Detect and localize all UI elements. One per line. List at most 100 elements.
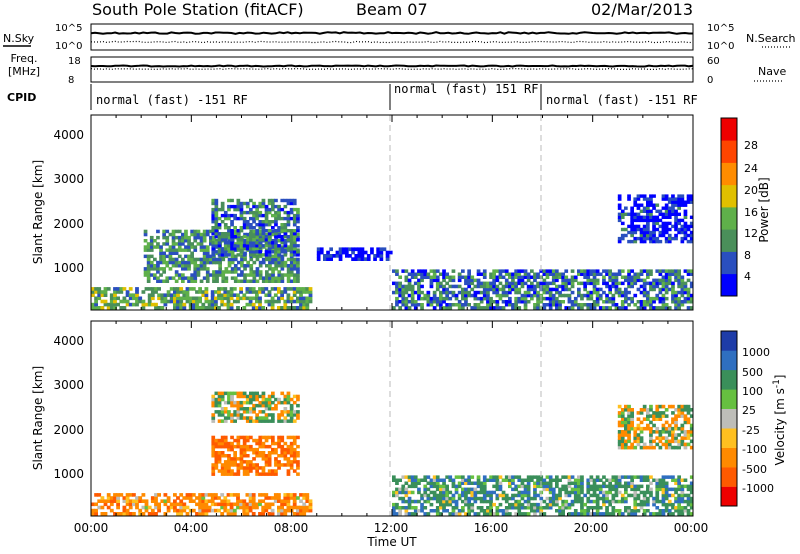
power-echo-cell (177, 229, 182, 234)
power-echo-cell (205, 251, 210, 255)
power-echo-cell (586, 281, 591, 286)
velocity-echo-cell (423, 512, 428, 516)
power-echo-cell (267, 244, 272, 248)
power-echo-cell (646, 221, 650, 226)
power-echo-cell (103, 293, 108, 297)
velocity-echo-cell (283, 400, 288, 405)
power-echo-cell (210, 293, 215, 297)
power-echo-cell (299, 306, 303, 310)
power-echo-cell (655, 278, 660, 283)
freq-tick-low: 8 (68, 75, 74, 86)
power-echo-cell (646, 206, 650, 210)
velocity-echo-cell (680, 414, 685, 418)
power-echo-cell (548, 296, 553, 301)
velocity-echo-cell (435, 487, 440, 492)
velocity-echo-cell (277, 463, 281, 467)
velocity-echo-cell (649, 490, 653, 495)
power-echo-cell (501, 306, 506, 310)
power-echo-cell (564, 287, 569, 292)
velocity-echo-cell (220, 438, 225, 443)
power-echo-cell (514, 287, 518, 292)
power-echo-cell (620, 215, 625, 219)
power-echo-cell (230, 204, 234, 209)
velocity-echo-cell (229, 512, 234, 516)
power-echo-cell (464, 290, 468, 295)
velocity-echo-cell (661, 442, 666, 447)
power-echo-cell (376, 250, 380, 255)
velocity-echo-cell (530, 478, 534, 482)
velocity-echo-cell (476, 478, 481, 482)
power-echo-cell (498, 275, 503, 279)
velocity-echo-cell (220, 413, 225, 417)
velocity-echo-cell (258, 419, 263, 423)
power-echo-cell (677, 306, 681, 310)
power-echo-cell (173, 296, 177, 301)
power-echo-cell (639, 300, 644, 304)
velocity-echo-cell (573, 512, 578, 516)
velocity-echo-cell (589, 493, 594, 498)
power-echo-cell (193, 264, 198, 268)
velocity-echo-cell (141, 493, 146, 497)
power-echo-cell (242, 235, 247, 239)
velocity-echo-cell (602, 512, 606, 516)
power-echo-cell (229, 293, 234, 297)
power-echo-cell (258, 250, 263, 254)
power-echo-cell (689, 284, 693, 289)
power-echo-cell (268, 267, 272, 271)
velocity-echo-cell (630, 411, 634, 415)
velocity-echo-cell (292, 447, 297, 452)
power-echo-cell (240, 260, 244, 265)
velocity-echo-cell (577, 493, 581, 498)
velocity-echo-cell (570, 475, 575, 479)
power-echo-cell (100, 293, 105, 297)
velocity-echo-cell (426, 487, 431, 492)
velocity-echo-cell (646, 423, 650, 428)
power-echo-cell (243, 239, 247, 243)
power-echo-cell (627, 272, 631, 276)
power-echo-cell (153, 267, 157, 271)
power-echo-cell (473, 296, 478, 301)
power-echo-cell (229, 296, 234, 301)
power-echo-cell (223, 247, 228, 251)
velocity-echo-cell (214, 496, 218, 500)
velocity-echo-cell (551, 493, 556, 498)
power-echo-cell (686, 296, 691, 301)
velocity-echo-cell (432, 481, 437, 485)
velocity-echo-cell (451, 499, 456, 504)
power-echo-cell (103, 287, 108, 291)
power-echo-cell (617, 281, 622, 286)
velocity-echo-cell (533, 509, 537, 513)
velocity-echo-cell (686, 411, 691, 415)
power-echo-cell (211, 213, 216, 218)
power-echo-cell (204, 290, 209, 294)
velocity-echo-cell (214, 463, 219, 467)
velocity-echo-cell (642, 502, 647, 507)
velocity-echo-cell (223, 438, 228, 443)
power-echo-cell (230, 244, 234, 248)
velocity-echo-cell (207, 508, 212, 513)
power-echo-cell (181, 264, 185, 268)
power-echo-cell (270, 306, 275, 310)
power-echo-cell (265, 276, 269, 280)
velocity-echo-cell (122, 508, 127, 513)
power-echo-cell (542, 281, 547, 286)
velocity-echo-cell (255, 413, 259, 417)
velocity-echo-cell (624, 487, 628, 492)
power-echo-cell (181, 248, 185, 252)
power-echo-cell (520, 275, 525, 279)
velocity-echo-cell (627, 433, 631, 437)
power-echo-cell (348, 247, 352, 252)
velocity-echo-cell (274, 407, 278, 411)
power-echo-cell (523, 290, 528, 295)
velocity-echo-cell (630, 493, 634, 498)
power-echo-cell (649, 272, 653, 276)
velocity-echo-cell (674, 426, 678, 431)
power-echo-cell (258, 276, 263, 280)
power-echo-cell (445, 275, 449, 279)
power-echo-cell (639, 284, 644, 289)
power-echo-cell (113, 290, 117, 294)
velocity-echo-cell (273, 493, 278, 497)
velocity-echo-cell (230, 435, 234, 440)
velocity-echo-cell (236, 407, 241, 411)
velocity-echo-cell (135, 496, 139, 500)
